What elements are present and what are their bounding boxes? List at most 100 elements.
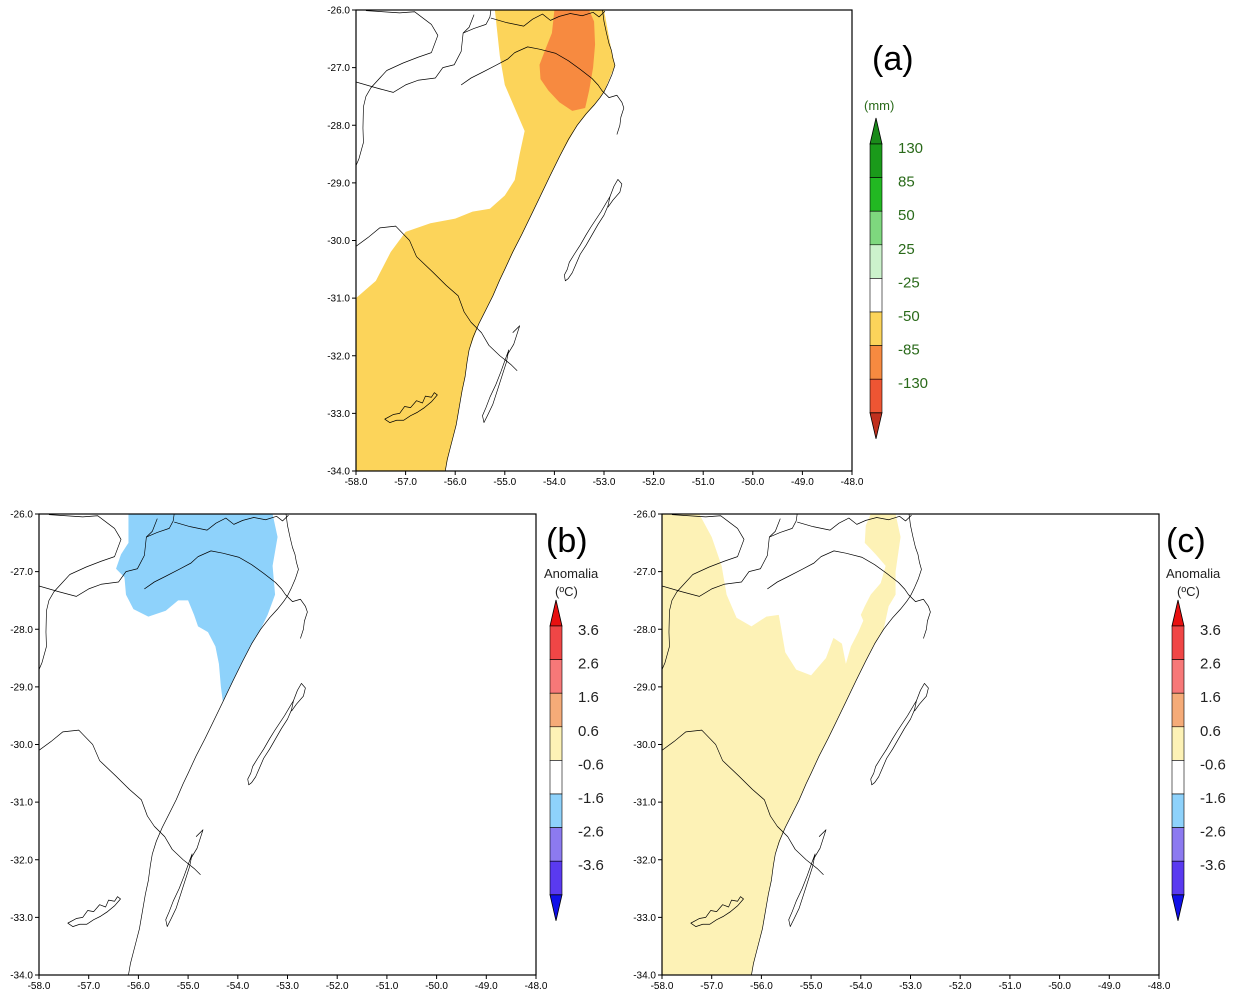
colorbar-swatch [549,793,563,828]
lat-tick-label: -30.0 [10,740,33,751]
map-area-a [356,10,852,471]
lat-tick-label: -29.0 [327,178,350,189]
colorbar-swatch [1171,827,1185,862]
colorbar-label: -25 [898,274,920,291]
colorbar-swatch [549,827,563,862]
colorbar-label: -0.6 [1200,756,1226,773]
lon-tick-label: -48.0 [841,477,864,488]
lat-tick-label: -26.0 [327,6,350,17]
panel-c-temperature-map: -58.0 -57.0 -56.0 -55.0 -54.0 -53.0 -52.0 -51.0… [633,510,1226,993]
lon-tick-label: -56.0 [444,477,467,488]
colorbar-swatch [549,726,563,761]
map-area-c [662,514,1159,975]
lon-tick-label: -50.0 [425,981,448,992]
lat-tick-label: -34.0 [633,971,656,982]
colorbar-label: 25 [898,241,915,258]
colorbar-label: -85 [898,342,920,359]
lat-tick-label: -31.0 [633,798,656,809]
colorbar-swatch [869,210,883,246]
colorbar-label: -3.6 [1200,857,1226,874]
colorbar-swatch [549,760,563,795]
lat-tick-label: -32.0 [10,855,33,866]
lon-tick-label: -58.0 [345,477,368,488]
colorbar-label: 130 [898,140,923,157]
colorbar-label: 0.6 [578,723,599,740]
lon-tick-label: -49.0 [475,981,498,992]
lat-tick-label: -34.0 [327,467,350,478]
lat-tick-label: -30.0 [327,236,350,247]
lon-tick-label: -53.0 [899,981,922,992]
lon-tick-label: -50.0 [1048,981,1071,992]
lat-tick-label: -27.0 [327,63,350,74]
lon-tick-label: -52.0 [642,477,665,488]
colorbar-label: -1.6 [578,790,604,807]
colorbar-swatch [1171,860,1185,896]
anomaly-region-c-1 [662,514,901,975]
colorbar-swatch [869,378,883,414]
lon-tick-label: -49.0 [1098,981,1121,992]
colorbar-label: 2.6 [578,656,599,673]
colorbar-b: 3.6 2.6 1.6 0.6 -0.6 -1.6 -2.6 -3.6 [549,599,604,921]
lat-tick-label: -28.0 [633,625,656,636]
panel-label-b: (b) [546,522,588,560]
colorbar-label: -50 [898,308,920,325]
lon-tick-label: -57.0 [700,981,723,992]
lat-tick-label: -27.0 [10,567,33,578]
lat-tick-label: -29.0 [10,682,33,693]
colorbar-label: -2.6 [1200,824,1226,841]
colorbar-top-arrow [549,599,563,627]
map-area-b [39,514,536,975]
colorbar-swatch [1171,659,1185,694]
colorbar-title: Anomalia [544,566,599,581]
colorbar-label: 3.6 [1200,622,1221,639]
colorbar-label: 85 [898,174,915,191]
lon-tick-label: -51.0 [999,981,1022,992]
colorbar-swatch [869,244,883,279]
colorbar-swatch [869,177,883,212]
colorbar-unit: (ºC) [555,584,578,599]
lon-tick-label: -53.0 [276,981,299,992]
colorbar-swatch [1171,726,1185,761]
colorbar-top-arrow [869,117,883,145]
lon-tick-label: -57.0 [77,981,100,992]
colorbar-label: 1.6 [1200,689,1221,706]
lat-tick-label: -30.0 [633,740,656,751]
colorbar-swatch [869,345,883,380]
lon-tick-label: -55.0 [493,477,516,488]
colorbar-unit: (mm) [864,98,894,113]
lon-tick-label: -51.0 [376,981,399,992]
colorbar-swatch [1171,793,1185,828]
lon-tick-label: -55.0 [177,981,200,992]
colorbar-label: 0.6 [1200,723,1221,740]
colorbar-swatch [869,143,883,178]
lon-tick-label: -52.0 [949,981,972,992]
lat-tick-label: -31.0 [327,294,350,305]
lat-tick-label: -28.0 [10,625,33,636]
lon-tick-label: -56.0 [127,981,150,992]
lat-tick-label: -33.0 [633,913,656,924]
colorbar-label: 2.6 [1200,656,1221,673]
lon-tick-label: -51.0 [692,477,715,488]
colorbar-unit: (ºC) [1177,584,1200,599]
panel-label-c: (c) [1166,522,1206,560]
anomaly-region-b-1 [116,514,278,702]
lat-tick-label: -34.0 [10,971,33,982]
colorbar-label: 3.6 [578,622,599,639]
colorbar-title: Anomalia [1166,566,1221,581]
lat-tick-label: -32.0 [327,351,350,362]
colorbar-swatch [1171,625,1185,660]
colorbar-label: 1.6 [578,689,599,706]
colorbar-label: -2.6 [578,824,604,841]
lon-tick-label: -57.0 [394,477,417,488]
colorbar-bottom-arrow [549,894,563,921]
lat-tick-label: -33.0 [327,409,350,420]
lon-tick-label: -58.0 [651,981,674,992]
lon-tick-label: -54.0 [226,981,249,992]
lat-tick-label: -29.0 [633,682,656,693]
colorbar-label: 50 [898,207,915,224]
colorbar-label: -0.6 [578,756,604,773]
lon-tick-label: -55.0 [800,981,823,992]
lon-tick-label: -56.0 [750,981,773,992]
colorbar-c: 3.6 2.6 1.6 0.6 -0.6 -1.6 -2.6 -3.6 [1171,599,1226,921]
panel-a-precipitation-map: -58.0 -57.0 -56.0 -55.0 -54.0 -53.0 -52.0 -51.0… [327,6,928,489]
